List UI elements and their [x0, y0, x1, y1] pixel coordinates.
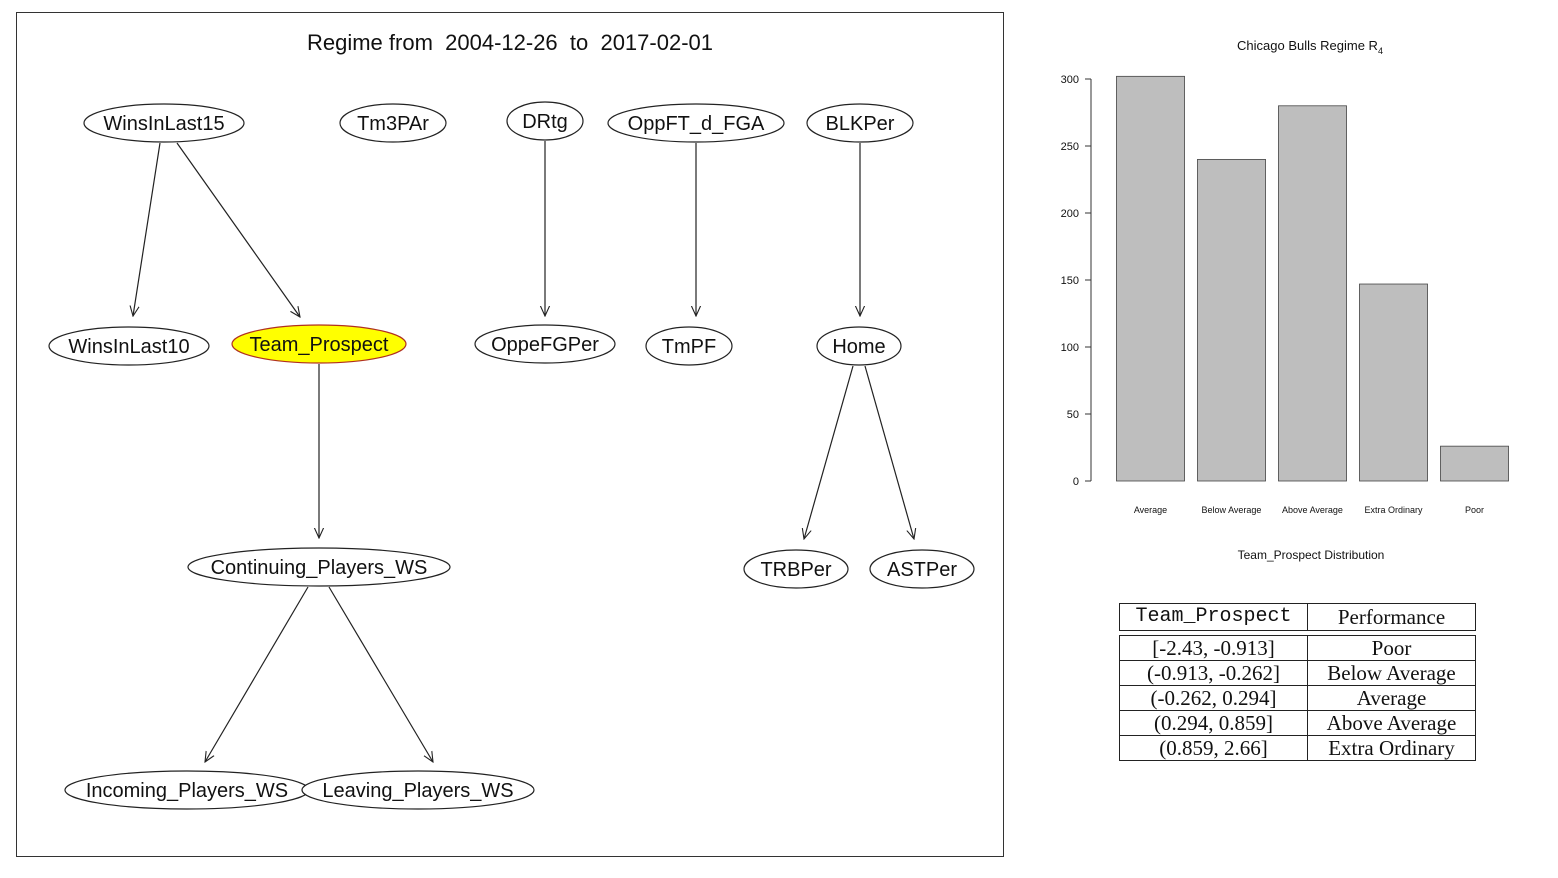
- table-header-row: Team_Prospect Performance: [1119, 603, 1476, 631]
- node-team-prospect: Team_Prospect: [231, 324, 407, 364]
- bar-below-average: [1197, 158, 1266, 482]
- x-axis-label: Team_Prospect Distribution: [1238, 548, 1385, 562]
- y-tick-label: 300: [1061, 74, 1079, 86]
- node-blkper: BLKPer: [806, 103, 914, 143]
- table-header-performance: Performance: [1307, 603, 1476, 631]
- y-tick-label: 250: [1061, 141, 1079, 153]
- team-prospect-mapping-table: Team_Prospect Performance [-2.43, -0.913…: [1119, 603, 1476, 761]
- node-ellipse: [301, 770, 535, 810]
- node-leaving-players-ws: Leaving_Players_WS: [301, 770, 535, 810]
- node-label: TRBPer: [760, 559, 831, 581]
- node-ellipse: [339, 103, 447, 143]
- performance-cell: Below Average: [1307, 660, 1476, 686]
- node-label: BLKPer: [826, 113, 895, 135]
- network-graph-panel: Regime from 2004-12-26 to 2017-02-01 Win…: [16, 12, 1004, 857]
- node-label: TmPF: [662, 336, 716, 358]
- node-tm-pf: TmPF: [645, 326, 733, 366]
- bar-above-average: [1278, 105, 1347, 482]
- performance-cell: Above Average: [1307, 710, 1476, 736]
- y-tick-label: 150: [1061, 275, 1079, 287]
- performance-cell: Poor: [1307, 635, 1476, 661]
- interval-cell: (-0.913, -0.262]: [1119, 660, 1308, 686]
- chart-title: Chicago Bulls Regime R4: [1237, 38, 1383, 56]
- y-tick-label: 200: [1061, 208, 1079, 220]
- x-tick-label: Poor: [1465, 505, 1484, 515]
- edge-continuing-players-ws-to-leaving-players-ws: [328, 586, 433, 762]
- node-ellipse: [231, 324, 407, 364]
- node-ellipse: [187, 547, 451, 587]
- edge-continuing-players-ws-to-incoming-players-ws: [205, 586, 309, 762]
- performance-cell: Extra Ordinary: [1307, 735, 1476, 761]
- node-label: Leaving_Players_WS: [322, 780, 513, 802]
- node-ellipse: [83, 103, 245, 143]
- node-ellipse: [816, 326, 902, 366]
- node-label: WinsInLast10: [68, 336, 189, 358]
- node-wins-in-last10: WinsInLast10: [48, 326, 210, 366]
- interval-cell: [-2.43, -0.913]: [1119, 635, 1308, 661]
- node-opp-ft-d-fga: OppFT_d_FGA: [607, 103, 785, 143]
- node-label: ASTPer: [887, 559, 957, 581]
- node-ellipse: [506, 101, 584, 141]
- node-label: DRtg: [522, 111, 568, 133]
- node-ellipse: [869, 549, 975, 589]
- node-ellipse: [645, 326, 733, 366]
- node-ellipse: [48, 326, 210, 366]
- performance-cell: Average: [1307, 685, 1476, 711]
- table-row: (-0.913, -0.262] Below Average: [1119, 660, 1476, 686]
- bar-extra-ordinary: [1359, 283, 1428, 482]
- node-label: Incoming_Players_WS: [86, 780, 288, 802]
- node-ellipse: [806, 103, 914, 143]
- x-tick-label: Average: [1134, 505, 1167, 515]
- node-ellipse: [743, 549, 849, 589]
- node-ellipse: [474, 324, 616, 364]
- node-continuing-players-ws: Continuing_Players_WS: [187, 547, 451, 587]
- bar-average: [1116, 75, 1185, 482]
- interval-cell: (0.294, 0.859]: [1119, 710, 1308, 736]
- graph-title: Regime from 2004-12-26 to 2017-02-01: [307, 30, 713, 55]
- node-label: Tm3PAr: [357, 113, 429, 135]
- bar-poor: [1440, 445, 1509, 482]
- node-label: OppeFGPer: [491, 334, 599, 356]
- interval-cell: (0.859, 2.66]: [1119, 735, 1308, 761]
- interval-cell: (-0.262, 0.294]: [1119, 685, 1308, 711]
- y-tick-label: 0: [1073, 476, 1079, 488]
- table-row: (0.294, 0.859] Above Average: [1119, 710, 1476, 736]
- table-row: (-0.262, 0.294] Average: [1119, 685, 1476, 711]
- node-oppe-fgper: OppeFGPer: [474, 324, 616, 364]
- node-drtg: DRtg: [506, 101, 584, 141]
- chart-title-subscript: 4: [1378, 46, 1383, 56]
- node-label: WinsInLast15: [103, 113, 224, 135]
- node-trbper: TRBPer: [743, 549, 849, 589]
- chart-title-main: Chicago Bulls Regime R: [1237, 38, 1378, 53]
- network-graph: Regime from 2004-12-26 to 2017-02-01 Win…: [48, 30, 975, 810]
- edge-wins-in-last15-to-team-prospect: [176, 142, 300, 317]
- node-label: Continuing_Players_WS: [211, 557, 428, 579]
- y-tick-label: 100: [1061, 342, 1079, 354]
- node-incoming-players-ws: Incoming_Players_WS: [64, 770, 310, 810]
- table-header-team-prospect: Team_Prospect: [1119, 603, 1308, 631]
- node-label: Home: [832, 336, 885, 358]
- x-tick-label: Below Average: [1202, 505, 1262, 515]
- table-row: [-2.43, -0.913] Poor: [1119, 635, 1476, 661]
- table-row: (0.859, 2.66] Extra Ordinary: [1119, 735, 1476, 761]
- node-tm3-par: Tm3PAr: [339, 103, 447, 143]
- node-ellipse: [607, 103, 785, 143]
- node-label: Team_Prospect: [250, 334, 389, 356]
- bar-chart: Chicago Bulls Regime R4 0 50 100 150 200 250 3…: [1061, 38, 1509, 562]
- node-label: OppFT_d_FGA: [628, 113, 765, 135]
- edge-wins-in-last15-to-wins-in-last10: [133, 142, 161, 316]
- node-wins-in-last15: WinsInLast15: [83, 103, 245, 143]
- edge-home-to-trbper: [804, 365, 854, 539]
- x-tick-label: Above Average: [1282, 505, 1343, 515]
- node-astper: ASTPer: [869, 549, 975, 589]
- node-home: Home: [816, 326, 902, 366]
- y-tick-label: 50: [1067, 409, 1079, 421]
- edge-home-to-astper: [864, 365, 914, 539]
- x-tick-label: Extra Ordinary: [1364, 505, 1423, 515]
